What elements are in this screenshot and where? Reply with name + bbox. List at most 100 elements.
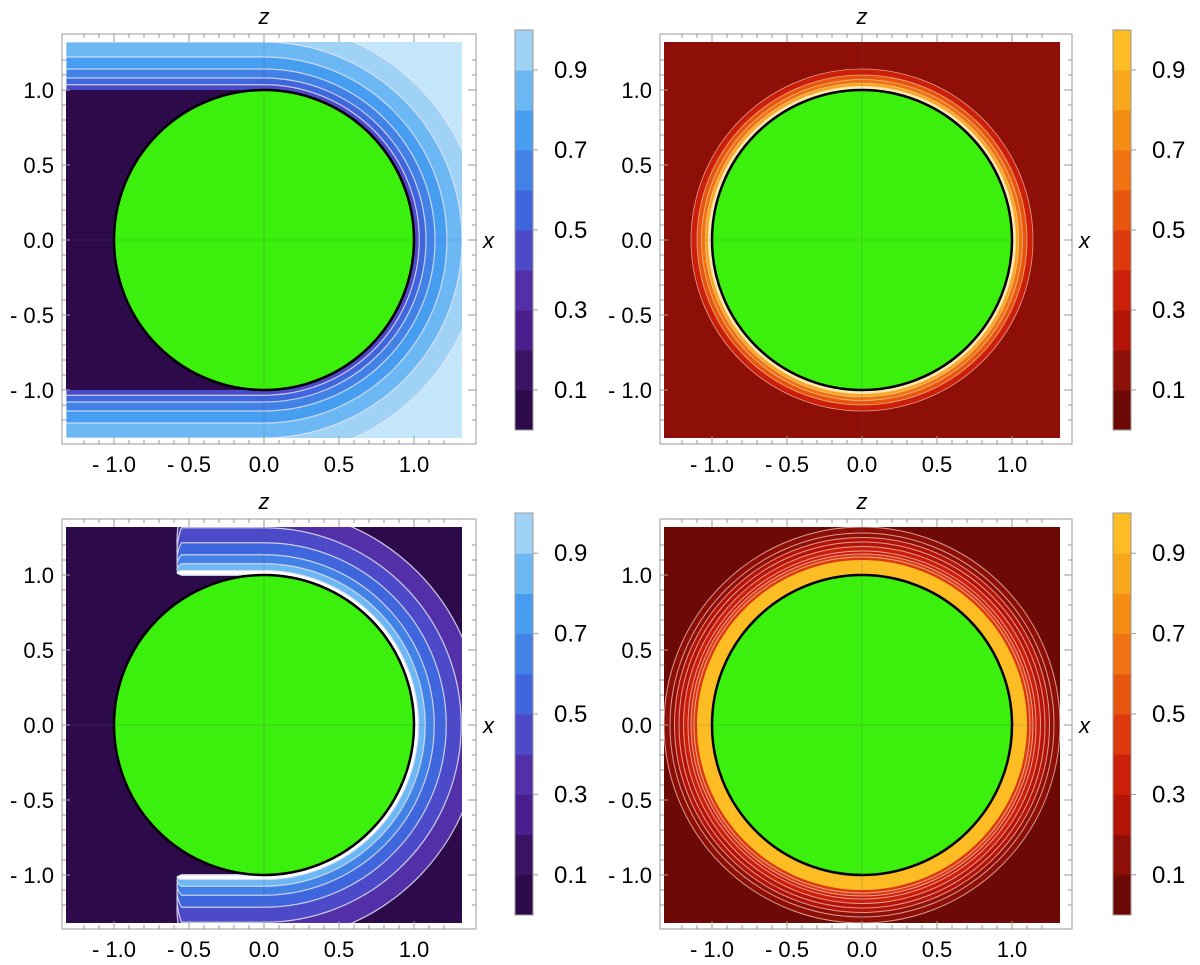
colorbar-bin-9 — [1113, 553, 1131, 594]
colorbar-tick-label: 0.9 — [554, 540, 587, 567]
y-tick-label: 1.0 — [23, 563, 54, 588]
x-tick-label: 0.0 — [847, 452, 878, 477]
colorbar-bin-5 — [515, 230, 533, 271]
chart-panel-3: - 1.0 - 0.5 0.0 0.5 1.0 - 1.0 - 0.5 0.0 0.5 1.0 z x… — [10, 489, 587, 962]
colorbar-tick-label: 0.7 — [554, 137, 587, 164]
colorbar-tick-label: 0.3 — [554, 297, 587, 324]
plot-frame — [659, 33, 1073, 445]
x-tick-label: 0.5 — [324, 937, 355, 962]
x-tick-label: - 0.5 — [167, 452, 211, 477]
colorbar-tick-label: 0.7 — [554, 621, 587, 648]
plot-frame — [659, 518, 1073, 930]
x-tick-label: - 0.5 — [765, 452, 809, 477]
colorbar-bin-10 — [1113, 513, 1131, 554]
colorbar-tick-label: 0.5 — [554, 701, 587, 728]
y-tick-label: - 1.0 — [608, 378, 652, 403]
x-tick-label: 1.0 — [399, 452, 430, 477]
colorbar-tick-label: 0.1 — [554, 377, 587, 404]
colorbar-bin-8 — [515, 593, 533, 635]
colorbar-tick-label: 0.9 — [1152, 57, 1185, 84]
x-axis-label: x — [1078, 713, 1091, 738]
colorbar-bin-6 — [1113, 673, 1131, 715]
colorbar-bin-6 — [515, 673, 533, 715]
colorbar-tick-label: 0.3 — [554, 781, 587, 808]
colorbar-bin-5 — [1113, 714, 1131, 755]
plot-frame — [61, 518, 477, 930]
y-tick-label: - 0.5 — [10, 788, 54, 813]
colorbar-bin-2 — [1113, 350, 1131, 391]
chart-panel-1: - 1.0 - 0.5 0.0 0.5 1.0 - 1.0 - 0.5 0.0 0.5 1.0 z x… — [10, 4, 587, 477]
colorbar-bin-10 — [1113, 30, 1131, 71]
sphere — [112, 573, 416, 877]
colorbar-bin-10 — [515, 30, 533, 71]
colorbar-tick-label: 0.1 — [1152, 862, 1185, 889]
x-tick-label: - 1.0 — [92, 452, 136, 477]
colorbar-bin-3 — [515, 310, 533, 351]
colorbar-tick-label: 0.3 — [1152, 297, 1185, 324]
x-axis-label: x — [1078, 228, 1091, 253]
x-tick-label: - 1.0 — [92, 937, 136, 962]
x-tick-label: 0.0 — [249, 452, 280, 477]
z-axis-label: z — [258, 4, 270, 29]
colorbar-bin-2 — [1113, 834, 1131, 876]
colorbar-bin-9 — [515, 70, 533, 111]
colorbar-bin-9 — [515, 553, 533, 594]
colorbar-bin-1 — [1113, 390, 1131, 431]
x-tick-label: 0.5 — [922, 452, 953, 477]
sphere — [710, 88, 1014, 392]
y-tick-label: - 1.0 — [608, 863, 652, 888]
colorbar-bin-2 — [515, 834, 533, 876]
plot-area — [664, 527, 1060, 923]
colorbar-bin-4 — [515, 754, 533, 795]
sphere — [710, 573, 1014, 877]
colorbar-bin-8 — [515, 110, 533, 151]
x-tick-label: 1.0 — [997, 937, 1028, 962]
colorbar: 0.1 0.3 0.5 0.7 0.9 — [1112, 29, 1185, 431]
colorbar-bin-7 — [515, 150, 533, 191]
colorbar-bin-4 — [1113, 270, 1131, 311]
colorbar-bin-3 — [1113, 794, 1131, 836]
colorbar-bin-4 — [1113, 754, 1131, 795]
y-tick-label: 0.0 — [621, 228, 652, 253]
plot-area — [66, 527, 462, 923]
colorbar-bin-5 — [515, 714, 533, 755]
colorbar-tick-label: 0.1 — [554, 862, 587, 889]
colorbar-bin-7 — [515, 633, 533, 675]
chart-panel-2: - 1.0 - 0.5 0.0 0.5 1.0 - 1.0 - 0.5 0.0 0.5 1.0 z x… — [608, 4, 1185, 477]
x-tick-label: - 1.0 — [690, 452, 734, 477]
colorbar: 0.1 0.3 0.5 0.7 0.9 — [514, 512, 587, 916]
colorbar-tick-label: 0.1 — [1152, 377, 1185, 404]
colorbar-bin-3 — [1113, 310, 1131, 351]
colorbar-bin-10 — [515, 513, 533, 554]
x-tick-label: - 1.0 — [690, 937, 734, 962]
x-axis-label: x — [482, 228, 495, 253]
colorbar-tick-label: 0.9 — [554, 57, 587, 84]
y-tick-label: 0.0 — [621, 713, 652, 738]
x-axis-label: x — [482, 713, 495, 738]
x-tick-label: - 0.5 — [765, 937, 809, 962]
y-tick-label: 1.0 — [23, 78, 54, 103]
z-axis-label: z — [856, 489, 868, 514]
y-tick-label: 0.5 — [23, 638, 54, 663]
x-tick-label: - 0.5 — [167, 937, 211, 962]
x-tick-label: 0.0 — [847, 937, 878, 962]
colorbar-tick-label: 0.5 — [554, 217, 587, 244]
y-tick-label: 0.5 — [621, 638, 652, 663]
colorbar-tick-label: 0.7 — [1152, 621, 1185, 648]
y-tick-label: - 0.5 — [10, 303, 54, 328]
colorbar-tick-label: 0.7 — [1152, 137, 1185, 164]
colorbar-tick-label: 0.5 — [1152, 217, 1185, 244]
plot-area — [66, 42, 462, 438]
colorbar-bin-6 — [1113, 190, 1131, 231]
colorbar-bin-7 — [1113, 633, 1131, 675]
colorbar-bin-5 — [1113, 230, 1131, 271]
x-tick-label: 0.5 — [324, 452, 355, 477]
colorbar-tick-label: 0.3 — [1152, 781, 1185, 808]
x-tick-label: 0.0 — [249, 937, 280, 962]
colorbar-tick-label: 0.5 — [1152, 701, 1185, 728]
y-tick-label: 0.5 — [621, 153, 652, 178]
x-tick-label: 1.0 — [997, 452, 1028, 477]
x-tick-label: 1.0 — [399, 937, 430, 962]
y-tick-label: 1.0 — [621, 563, 652, 588]
